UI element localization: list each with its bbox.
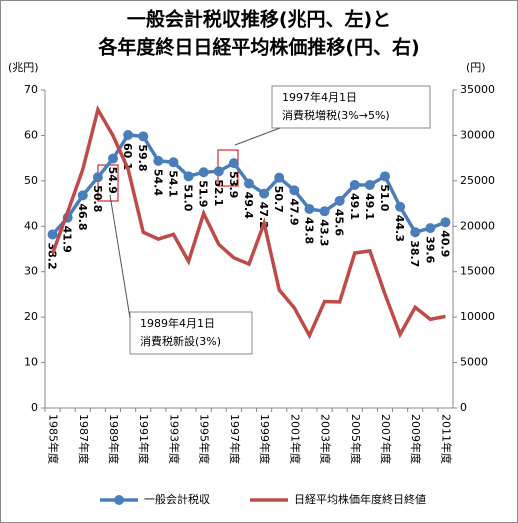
y-tick-label: 0 — [31, 401, 38, 414]
x-tick-label: 2009年度 — [409, 414, 423, 464]
y2-tick-label: 0 — [460, 401, 467, 414]
value-label: 40.9 — [438, 230, 451, 257]
point — [395, 201, 406, 212]
value-label: 49.1 — [348, 193, 361, 220]
value-label: 46.8 — [76, 203, 89, 230]
x-tick-label: 2007年度 — [379, 414, 393, 464]
point — [198, 167, 209, 178]
point — [47, 229, 58, 240]
x-tick-label: 1993年度 — [167, 414, 181, 464]
point — [380, 171, 390, 182]
value-label: 47.2 — [257, 202, 270, 229]
value-label: 51.0 — [378, 184, 391, 211]
value-label: 52.1 — [212, 179, 225, 206]
y2-tick-label: 30000 — [460, 128, 495, 141]
value-label: 47.9 — [287, 198, 300, 225]
y2-tick-label: 5000 — [460, 356, 488, 369]
point — [289, 185, 300, 196]
annotation-leader — [109, 194, 131, 319]
y2-tick-label: 25000 — [460, 174, 495, 187]
value-label: 38.7 — [408, 240, 421, 267]
x-tick-label: 1999年度 — [258, 414, 272, 464]
x-tick-label: 2011年度 — [439, 414, 453, 464]
point — [138, 131, 149, 142]
point — [334, 195, 345, 206]
point — [259, 188, 270, 199]
x-tick-label: 2001年度 — [288, 414, 302, 464]
x-tick-label: 1985年度 — [47, 414, 61, 464]
value-label: 44.3 — [393, 215, 406, 242]
point — [425, 223, 436, 234]
annotation-box — [129, 311, 253, 355]
point — [92, 172, 103, 183]
chart-title: 一般会計税収推移(兆円、左)と — [127, 8, 391, 31]
value-label: 45.6 — [333, 209, 346, 236]
x-tick-label: 1995年度 — [198, 414, 212, 464]
annotation-text: 1997年4月1日 — [282, 90, 357, 104]
value-label: 53.9 — [227, 171, 240, 198]
point — [349, 179, 360, 190]
y-tick-label: 30 — [24, 265, 38, 278]
value-label: 43.8 — [302, 217, 315, 244]
point — [319, 206, 330, 217]
point — [153, 155, 164, 166]
y2-tick-label: 10000 — [460, 310, 495, 323]
point — [168, 157, 179, 168]
y2-axis-label: (円) — [466, 61, 486, 74]
y-tick-label: 10 — [24, 356, 38, 369]
value-label: 43.3 — [318, 219, 331, 246]
value-label: 50.7 — [272, 186, 285, 213]
value-label: 50.8 — [91, 185, 104, 212]
value-label: 39.6 — [423, 236, 436, 263]
point — [228, 158, 239, 169]
point — [183, 171, 194, 182]
point — [410, 227, 421, 238]
value-label: 54.1 — [166, 170, 179, 197]
value-label: 51.9 — [197, 180, 210, 207]
point — [440, 217, 451, 228]
value-label: 51.0 — [182, 184, 195, 211]
value-label: 49.1 — [363, 193, 376, 220]
point — [108, 153, 118, 164]
annotation-text: 消費税増税(3%→5%) — [282, 108, 390, 122]
point — [244, 178, 254, 189]
value-label: 49.4 — [242, 192, 255, 219]
annotation-box — [271, 85, 431, 129]
value-label: 54.4 — [151, 169, 164, 196]
point — [213, 166, 224, 177]
x-tick-label: 1989年度 — [107, 414, 121, 464]
y-tick-label: 40 — [24, 219, 38, 232]
x-tick-label: 1987年度 — [77, 414, 91, 464]
y-axis-label: (兆円) — [8, 61, 39, 74]
y2-tick-label: 20000 — [460, 219, 495, 232]
y2-tick-label: 15000 — [460, 265, 495, 278]
legend-marker — [114, 495, 124, 505]
y2-tick-label: 35000 — [460, 83, 495, 96]
chart-title: 各年度終日日経平均株価推移(円、右) — [97, 36, 419, 59]
point — [364, 179, 375, 190]
y-tick-label: 20 — [24, 310, 38, 323]
point — [304, 204, 315, 215]
value-label: 59.8 — [136, 144, 149, 171]
point — [77, 190, 88, 201]
series-line — [50, 105, 446, 340]
value-label: 54.9 — [106, 167, 119, 194]
value-label: 41.9 — [61, 226, 74, 253]
legend-label: 日経平均株価年度終日終値 — [294, 492, 426, 506]
x-tick-label: 2003年度 — [319, 414, 333, 464]
x-tick-label: 1991年度 — [137, 414, 151, 464]
y-tick-label: 70 — [24, 83, 38, 96]
annotation-text: 1989年4月1日 — [140, 316, 215, 330]
y-tick-label: 60 — [24, 128, 38, 141]
y-tick-label: 50 — [24, 174, 38, 187]
x-tick-label: 2005年度 — [349, 414, 363, 464]
point — [274, 172, 285, 183]
legend-label: 一般会計税収 — [144, 492, 210, 506]
annotation-text: 消費税新設(3%) — [140, 334, 221, 348]
annotation-leader — [234, 127, 281, 146]
point — [123, 129, 134, 140]
x-tick-label: 1997年度 — [228, 414, 242, 464]
